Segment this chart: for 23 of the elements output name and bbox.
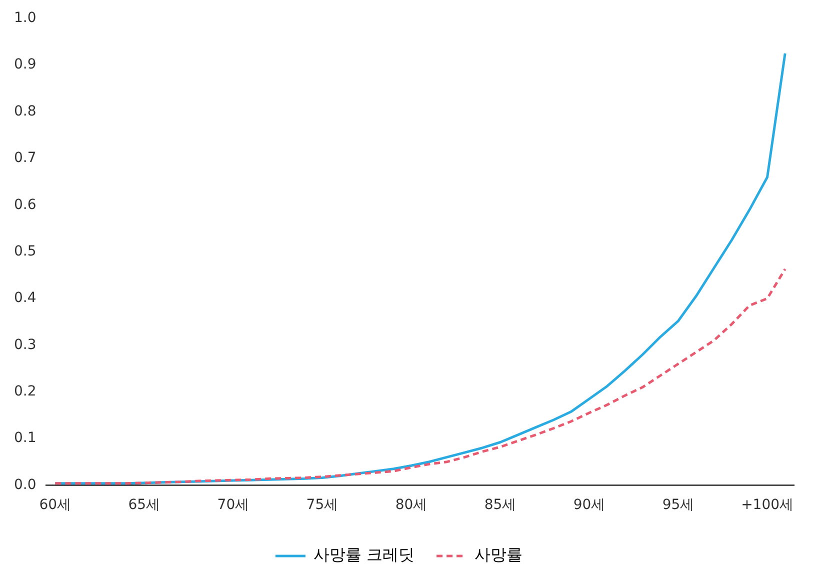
y-tick-label: 0.8: [14, 103, 36, 120]
x-tick-label: +100세: [741, 497, 794, 514]
y-tick-label: 0.1: [14, 430, 36, 446]
y-tick-label: 0.7: [14, 150, 36, 166]
x-tick-label: 95세: [662, 497, 694, 514]
y-tick-label: 0.6: [14, 196, 36, 213]
x-tick-label: 65세: [128, 497, 160, 514]
x-tick-label: 70세: [217, 497, 250, 514]
y-tick-label: 0.3: [14, 336, 36, 353]
x-tick-label: 75세: [306, 497, 338, 514]
x-tick-label: 90세: [573, 497, 606, 514]
y-tick-label: 0.4: [14, 290, 36, 306]
y-tick-label: 0.5: [14, 243, 36, 260]
y-tick-label: 0.9: [14, 56, 36, 73]
legend-label: 사망률 크레딧: [313, 545, 415, 564]
y-tick-label: 0.2: [14, 383, 36, 400]
x-tick-label: 85세: [484, 497, 516, 514]
line-series: [54, 268, 786, 485]
x-tick-label: 60세: [39, 497, 72, 514]
y-tick-label: 0.0: [14, 476, 36, 493]
legend-label: 사망률: [474, 545, 523, 564]
y-tick-label: 1.0: [14, 10, 36, 26]
x-tick-label: 80세: [395, 497, 428, 514]
